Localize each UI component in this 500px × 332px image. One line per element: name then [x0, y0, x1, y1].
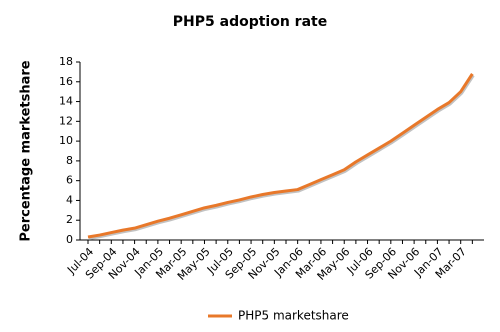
- y-axis-label: Percentage marketshare: [19, 60, 34, 241]
- y-tick-label: 12: [59, 114, 73, 127]
- y-tick-label: 0: [66, 233, 73, 246]
- y-tick-label: 4: [66, 193, 73, 206]
- legend-label: PHP5 marketshare: [238, 309, 349, 323]
- y-tick-label: 2: [66, 213, 73, 226]
- line: [87, 73, 474, 239]
- y-tick-label: 10: [59, 134, 73, 147]
- y-tick-label: 14: [59, 95, 73, 108]
- y-tick-label: 16: [59, 75, 73, 88]
- chart-title: PHP5 adoption rate: [173, 14, 327, 30]
- y-tick-label: 18: [59, 55, 73, 68]
- y-tick-label: 8: [66, 154, 73, 167]
- y-tick-label: 6: [66, 174, 73, 187]
- line-shadow: [88, 74, 475, 241]
